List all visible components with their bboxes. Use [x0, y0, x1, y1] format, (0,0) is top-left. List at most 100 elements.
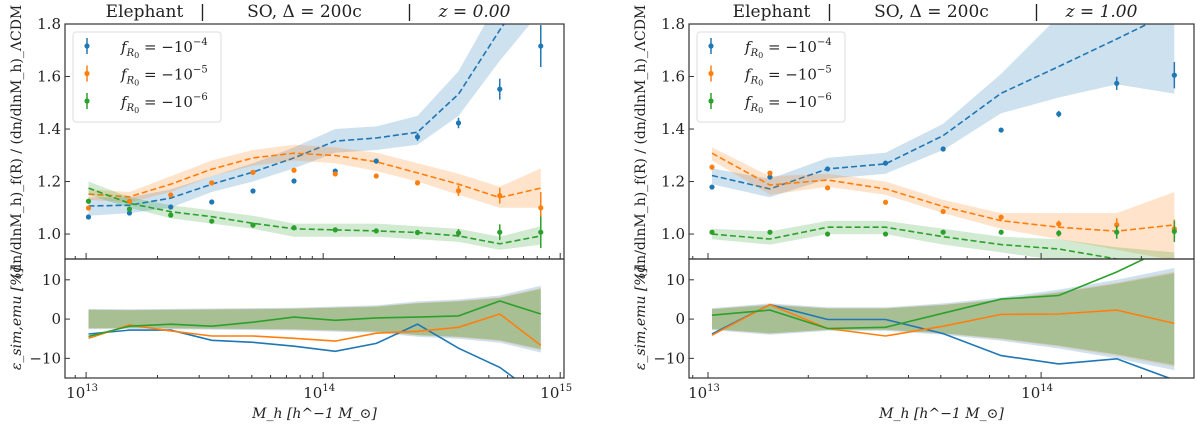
legend-f: f: [120, 38, 129, 56]
data-point-fR6: [1171, 228, 1177, 235]
y-axis-label-bottom: ε_sim,emu [%]: [9, 266, 25, 370]
legend-sub: R: [126, 103, 135, 114]
data-point-fR5: [414, 180, 421, 186]
xtick-base: 10: [688, 384, 707, 402]
data-point-fR5: [291, 167, 297, 173]
residual-line-fR5: [88, 313, 542, 347]
bottom-plot-area: [88, 285, 542, 378]
legend-f: f: [120, 66, 129, 84]
data-point-fR5: [126, 198, 133, 204]
legend-eq: = −10: [763, 66, 817, 84]
top-plot-area: [709, 24, 1177, 259]
ytick-label-top: 1.4: [37, 120, 61, 138]
emulator-band-fR6: [712, 220, 1175, 259]
legend-sub: R: [750, 103, 759, 114]
ytick-label-bottom: −10: [653, 349, 685, 367]
xtick-base: 10: [1021, 384, 1040, 402]
panel-title: Elephant | SO, Δ = 200c | z = 1.00: [733, 2, 1138, 22]
y-axis-label-top: (dn/dlnM_h)_f(R) / (dn/dlnM_h)_ΛCDM: [9, 5, 25, 279]
data-point-fR4: [940, 146, 946, 152]
legend-sup: −6: [817, 92, 832, 103]
data-point-fR6: [1114, 229, 1120, 235]
data-point-fR4: [709, 184, 715, 190]
residual-line-fR4: [711, 303, 1172, 378]
bottom-axes-frame: [64, 258, 565, 379]
legend-sub: R: [750, 48, 759, 59]
title-separator: |: [407, 2, 413, 22]
data-point-fR5: [1056, 221, 1062, 227]
xtick-base: 10: [540, 384, 559, 402]
data-point-fR6: [824, 231, 831, 237]
data-point-fR4: [1056, 111, 1062, 117]
legend-sup: −4: [193, 37, 208, 48]
ytick-label-top: 1.2: [661, 173, 685, 191]
xtick-label: 1013: [688, 383, 720, 402]
legend-subsub: 0: [758, 51, 763, 60]
data-point-fR5: [538, 205, 544, 211]
data-point-fR5: [332, 171, 338, 177]
bottom-axes-frame: [688, 258, 1195, 379]
legend-box: [72, 31, 222, 123]
y-axis-label-bottom: ε_sim,emu [%]: [633, 266, 649, 370]
xtick-exponent: 13: [85, 383, 98, 394]
data-point-fR4: [126, 210, 133, 216]
ytick-label-top: 1.4: [661, 120, 685, 138]
legend-sup: −6: [193, 92, 208, 103]
legend-sub: R: [126, 76, 135, 87]
data-point-fR6: [882, 231, 889, 237]
legend-subsub: 0: [134, 106, 139, 115]
data-point-fR5: [209, 180, 215, 186]
data-point-fR5: [85, 205, 92, 211]
data-point-fR5: [497, 193, 503, 199]
xtick-exponent: 15: [559, 383, 572, 394]
emulator-line-fR5: [88, 152, 541, 199]
legend-eq: = −10: [139, 93, 193, 111]
data-point-fR4: [168, 204, 174, 210]
emulator-band-fR4: [712, 24, 1175, 198]
data-point-fR4: [497, 86, 503, 92]
xtick-base: 10: [66, 384, 85, 402]
data-point-fR6: [538, 229, 544, 235]
data-point-fR4: [1114, 80, 1120, 86]
data-point-fR6: [767, 229, 773, 235]
ytick-label-bottom: 10: [42, 271, 61, 289]
legend-eq: = −10: [139, 38, 193, 56]
data-point-fR4: [538, 43, 544, 49]
title-part: Elephant: [106, 2, 184, 22]
x-axis-label: M_h [h^−1 M_⊙]: [878, 406, 1004, 422]
legend-f: f: [744, 38, 753, 56]
data-point-fR6: [126, 206, 133, 212]
title-part: SO, Δ = 200c: [874, 2, 989, 22]
legend-subsub: 0: [758, 106, 763, 115]
legend-sup: −5: [817, 65, 832, 76]
data-point-fR4: [824, 166, 831, 172]
xtick-exponent: 14: [322, 383, 335, 394]
legend-marker-dot: [84, 43, 90, 49]
legend-label: fR0 = −10−4: [744, 37, 832, 60]
ytick-label-bottom: 0: [51, 310, 61, 328]
ytick-label-bottom: −10: [29, 349, 61, 367]
data-point-fR4: [882, 160, 889, 166]
title-separator: |: [827, 2, 833, 22]
legend-label: fR0 = −10−6: [744, 92, 832, 115]
emulator-line-fR6: [711, 226, 1129, 259]
data-point-fR4: [1171, 72, 1177, 78]
data-point-fR6: [455, 230, 462, 236]
title-part: SO, Δ = 200c: [247, 2, 362, 22]
data-point-fR5: [940, 208, 946, 215]
legend-sup: −5: [193, 65, 208, 76]
data-point-fR4: [414, 134, 421, 140]
ytick-label-top: 1.0: [661, 225, 685, 243]
legend-sub: R: [750, 76, 759, 87]
data-point-fR6: [85, 198, 92, 204]
legend-marker-dot: [84, 98, 90, 104]
data-point-fR5: [767, 170, 773, 176]
legend-f: f: [744, 66, 753, 84]
data-point-fR6: [332, 227, 338, 233]
error-band-fR6: [712, 273, 1175, 365]
data-point-fR4: [373, 158, 379, 164]
ytick-label-top: 1.6: [37, 68, 61, 86]
